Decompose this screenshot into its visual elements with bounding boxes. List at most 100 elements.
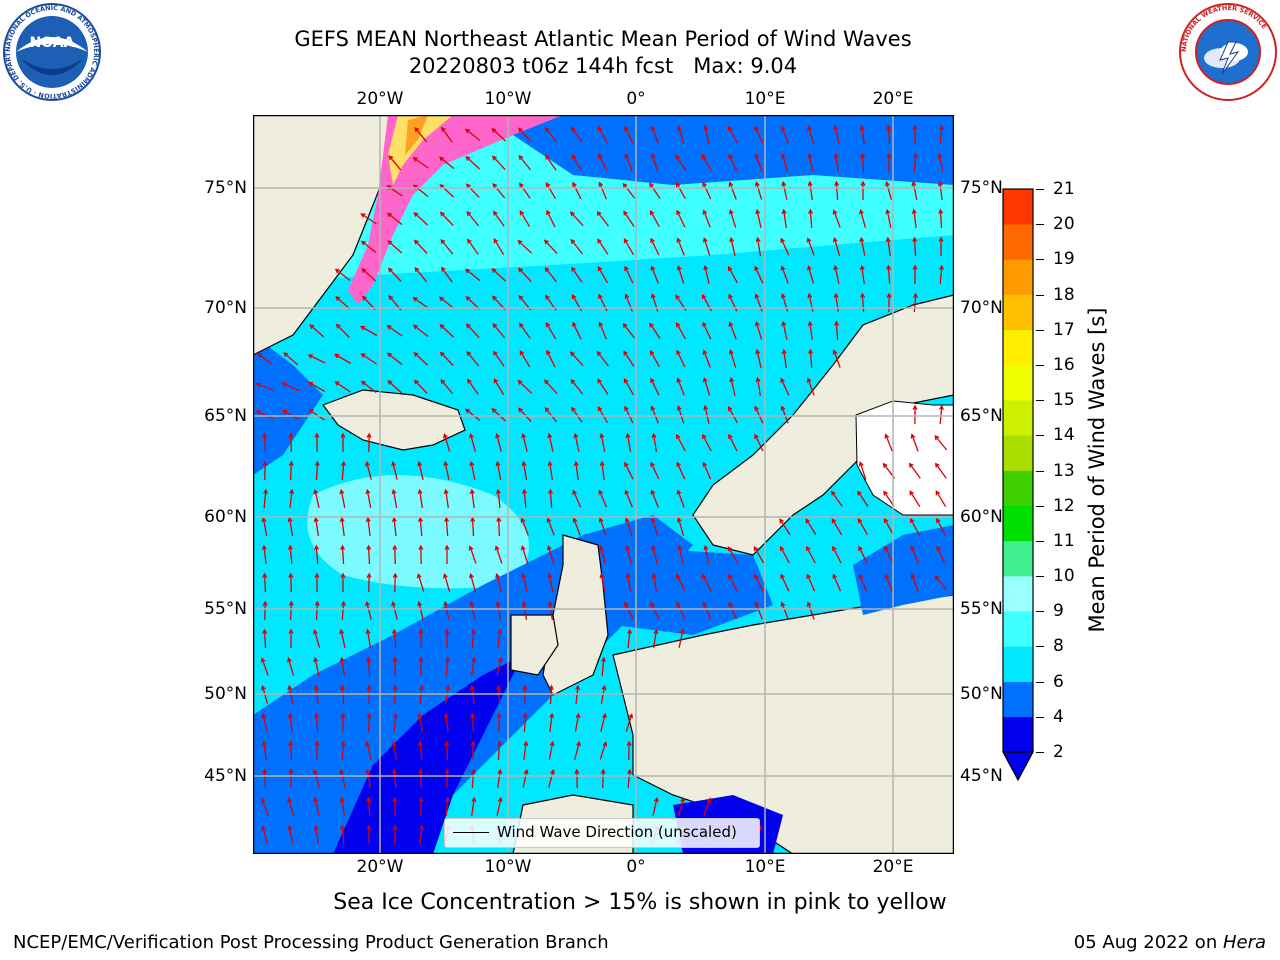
wave-direction-arrow (491, 127, 507, 142)
wave-direction-arrow (262, 460, 268, 481)
wave-direction-arrow (288, 768, 294, 788)
wave-direction-arrow (780, 405, 789, 424)
map-legend: Wind Wave Direction (unscaled) (444, 818, 760, 848)
wave-direction-arrow (885, 208, 892, 228)
wave-direction-arrow (624, 405, 634, 424)
wave-direction-arrow (650, 517, 659, 536)
wave-direction-arrow (439, 323, 455, 338)
wave-direction-arrow (780, 601, 789, 620)
wave-direction-arrow (493, 378, 505, 396)
wave-direction-arrow (573, 460, 579, 480)
wave-direction-arrow (833, 264, 840, 284)
colorbar-tick-label: 17 (1053, 319, 1075, 340)
wave-direction-arrow (283, 352, 299, 366)
wave-direction-arrow (260, 657, 269, 676)
wave-direction-arrow (366, 572, 372, 593)
colorbar (1001, 188, 1035, 782)
wave-direction-arrow (650, 601, 660, 620)
colorbar-label: Mean Period of Wind Waves [s] (1085, 307, 1109, 633)
wave-direction-arrow (263, 488, 269, 509)
wave-direction-arrow (779, 518, 791, 535)
wave-direction-arrow (728, 153, 738, 172)
colorbar-extend-arrow (1001, 751, 1035, 782)
wave-direction-arrow (417, 600, 424, 620)
lon-tick-top: 10°W (484, 89, 532, 109)
wave-direction-arrow (936, 517, 946, 536)
colorbar-frame (1002, 188, 1034, 753)
wave-direction-arrow (548, 488, 554, 509)
wave-direction-arrow (464, 128, 481, 142)
wave-direction-arrow (650, 265, 659, 284)
wave-direction-arrow (260, 797, 269, 816)
map-frame (253, 115, 954, 854)
wave-direction-arrow (392, 824, 398, 845)
wave-period-map (253, 115, 954, 854)
wave-direction-arrow (418, 516, 423, 537)
wave-direction-arrow (335, 323, 350, 338)
wave-direction-arrow (570, 378, 584, 395)
wave-direction-arrow (677, 544, 684, 564)
wave-direction-arrow (650, 153, 659, 172)
wave-direction-arrow (440, 238, 454, 255)
wave-direction-arrow (597, 238, 609, 255)
wave-direction-arrow (521, 600, 528, 621)
wave-direction-arrow (677, 797, 686, 816)
colorbar-segment (1003, 435, 1033, 471)
wave-direction-arrow (547, 572, 554, 592)
wave-direction-arrow (517, 127, 532, 143)
colorbar-segment (1003, 646, 1033, 682)
colorbar-segment (1003, 505, 1033, 542)
wave-direction-arrow (314, 432, 320, 453)
wave-direction-arrow (521, 573, 528, 592)
wave-direction-arrow (860, 152, 866, 173)
lat-tick-right: 75°N (960, 178, 1003, 198)
wave-direction-arrow (360, 240, 377, 254)
wave-direction-arrow (936, 545, 946, 564)
wave-direction-arrow (781, 320, 788, 340)
colorbar-tick-mark (1036, 611, 1044, 613)
wave-direction-arrow (391, 488, 398, 509)
wave-direction-arrow (519, 182, 531, 199)
wave-direction-arrow (412, 297, 429, 309)
wave-direction-arrow (392, 656, 398, 677)
wave-direction-arrow (518, 154, 532, 171)
wave-direction-arrow (443, 712, 449, 732)
wave-direction-arrow (571, 126, 583, 143)
wave-direction-arrow (627, 628, 633, 649)
wave-direction-arrow (281, 409, 300, 420)
wave-direction-arrow (600, 684, 607, 705)
wave-direction-arrow (493, 238, 505, 256)
wave-direction-arrow (623, 350, 635, 367)
wave-direction-arrow (445, 796, 450, 817)
wave-direction-arrow (288, 460, 294, 481)
wave-direction-arrow (281, 382, 300, 392)
wave-direction-arrow (313, 656, 320, 676)
lon-tick-top: 20°E (872, 89, 914, 109)
wave-direction-arrow (366, 656, 371, 677)
wave-direction-arrow (807, 320, 813, 340)
wave-direction-arrow (650, 405, 659, 424)
wave-direction-arrow (939, 404, 944, 425)
wave-direction-arrow (416, 573, 425, 592)
wave-direction-arrow (544, 126, 558, 143)
wave-direction-arrow (780, 265, 789, 284)
wave-direction-arrow (939, 124, 944, 145)
wave-direction-arrow (287, 712, 293, 732)
wave-direction-arrow (597, 266, 609, 284)
wave-direction-arrow (859, 264, 865, 284)
wave-direction-arrow (492, 182, 506, 199)
wave-direction-arrow (857, 490, 869, 507)
wave-direction-arrow (520, 517, 529, 536)
wave-direction-arrow (491, 407, 507, 422)
wave-direction-arrow (545, 322, 557, 340)
wave-direction-arrow (911, 180, 918, 200)
nws-logo-icon: NATIONAL WEATHER SERVICE (1179, 3, 1277, 101)
lon-tick-top: 10°E (744, 89, 786, 109)
wave-direction-arrow (910, 573, 919, 592)
wave-direction-arrow (755, 236, 762, 257)
lat-tick-left: 55°N (204, 599, 247, 619)
wave-direction-arrow (676, 209, 686, 228)
wave-direction-arrow (495, 488, 501, 508)
wave-direction-arrow (676, 349, 686, 368)
wave-direction-arrow (649, 210, 660, 228)
